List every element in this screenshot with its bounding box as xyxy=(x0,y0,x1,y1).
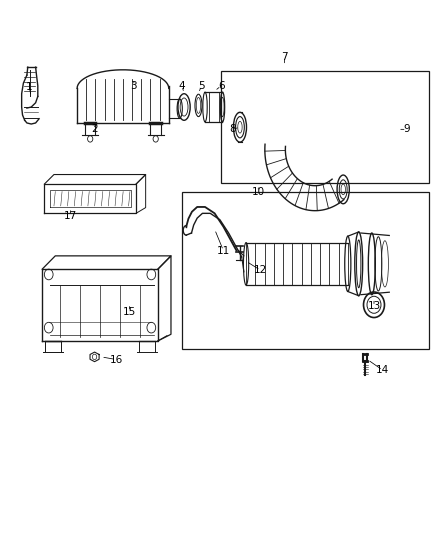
Text: 17: 17 xyxy=(64,211,77,221)
Text: 9: 9 xyxy=(403,124,410,134)
Text: 6: 6 xyxy=(218,81,225,91)
Text: 8: 8 xyxy=(229,124,235,134)
Text: 1: 1 xyxy=(26,82,32,92)
Text: 13: 13 xyxy=(367,301,381,311)
Text: 15: 15 xyxy=(123,306,136,317)
Text: 4: 4 xyxy=(179,81,185,91)
Bar xyxy=(221,71,428,182)
Text: 12: 12 xyxy=(254,265,267,275)
Bar xyxy=(182,192,428,349)
Text: 11: 11 xyxy=(217,246,230,255)
Text: 5: 5 xyxy=(198,81,205,91)
Text: 7: 7 xyxy=(281,52,288,61)
Text: 14: 14 xyxy=(376,365,389,375)
Text: 16: 16 xyxy=(110,354,123,365)
Text: 2: 2 xyxy=(91,124,98,134)
Text: 3: 3 xyxy=(131,81,137,91)
Text: 10: 10 xyxy=(252,187,265,197)
